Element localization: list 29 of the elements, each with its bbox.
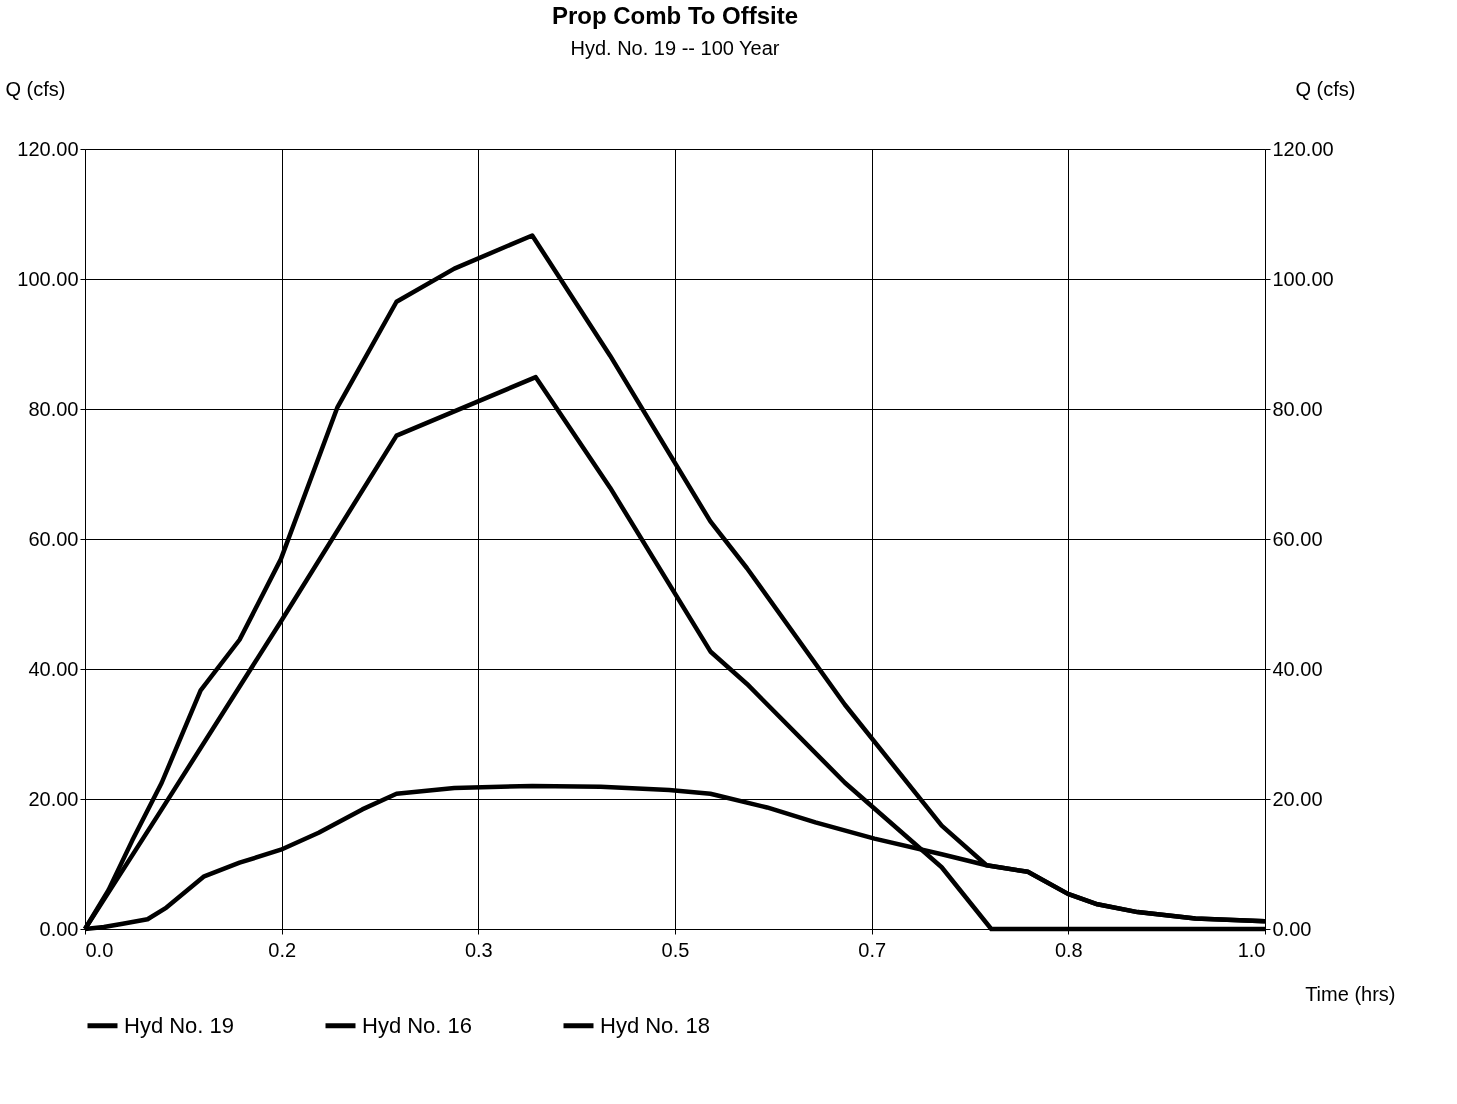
x-tick-label: 0.8 [1054,938,1083,961]
y-tick-label: 40.00 [28,657,79,680]
y2-axis-title: Q (cfs) [1295,77,1356,100]
y-tick-label: 100.00 [17,267,79,290]
y2-tick-label: 80.00 [1272,397,1323,420]
y-tick-label: 60.00 [28,527,79,550]
legend-label: Hyd No. 16 [362,1012,473,1038]
y2-tick-label: 100.00 [1272,267,1334,290]
y-tick-label: 20.00 [28,787,79,810]
legend-label: Hyd No. 19 [124,1012,235,1038]
y-axis-title: Q (cfs) [5,77,66,100]
x-axis-title: Time (hrs) [1305,982,1396,1005]
x-tick-label: 0.3 [464,938,493,961]
chart-subtitle: Hyd. No. 19 -- 100 Year [570,37,780,59]
x-tick-label: 0.0 [85,938,114,961]
y2-tick-label: 0.00 [1272,917,1312,940]
y2-tick-label: 40.00 [1272,657,1323,680]
y2-tick-label: 60.00 [1272,527,1323,550]
chart-title: Prop Comb To Offsite [551,2,799,29]
x-tick-label: 1.0 [1237,938,1266,961]
y2-tick-label: 120.00 [1272,137,1334,160]
y2-tick-label: 20.00 [1272,787,1323,810]
x-tick-label: 0.5 [661,938,690,961]
y-tick-label: 120.00 [17,137,79,160]
y-tick-label: 0.00 [39,917,79,940]
legend-label: Hyd No. 18 [600,1012,711,1038]
x-tick-label: 0.2 [268,938,297,961]
x-tick-label: 0.7 [858,938,887,961]
y-tick-label: 80.00 [28,397,79,420]
